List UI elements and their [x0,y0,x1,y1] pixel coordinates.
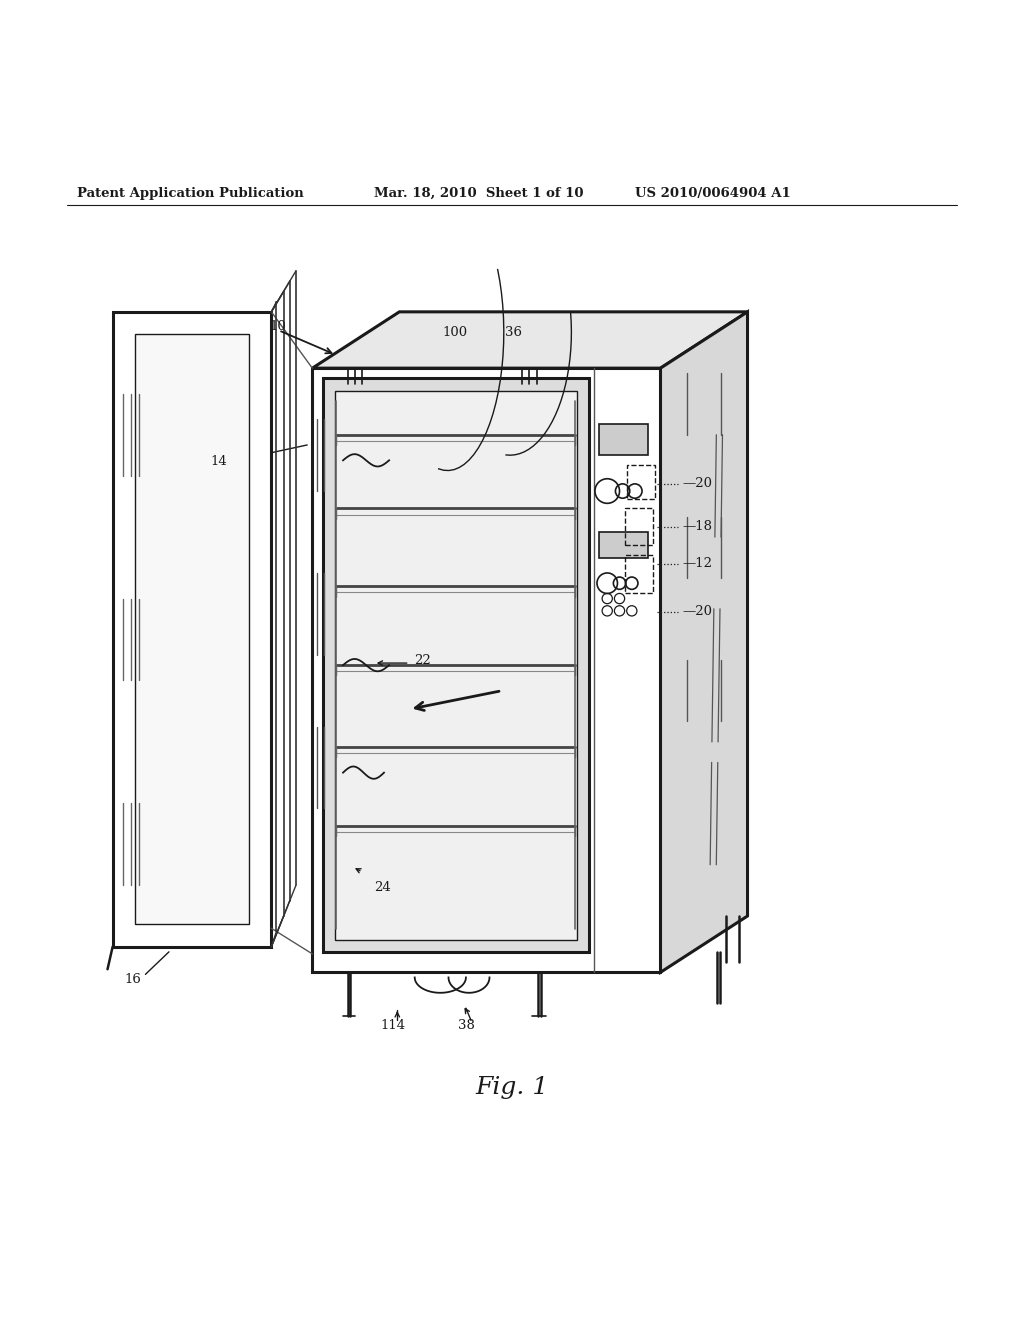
Text: Patent Application Publication: Patent Application Publication [77,186,303,199]
Text: Fig. 1: Fig. 1 [475,1076,549,1098]
Text: 38: 38 [458,1019,474,1032]
Polygon shape [312,312,748,368]
Bar [625,508,653,545]
Text: 16: 16 [125,973,141,986]
Text: —20: —20 [682,606,712,618]
Polygon shape [113,312,271,946]
Bar [135,334,249,924]
Text: —20: —20 [682,478,712,490]
Text: —12: —12 [682,557,712,570]
Text: —18: —18 [682,520,712,533]
Bar [323,379,589,952]
Text: 24: 24 [374,880,390,894]
Polygon shape [312,368,660,973]
Text: 14: 14 [211,455,227,467]
Text: 36: 36 [505,326,522,339]
Polygon shape [660,312,748,973]
Text: 10: 10 [269,319,286,333]
Bar [335,391,577,940]
Text: 22: 22 [414,653,430,667]
Text: Mar. 18, 2010  Sheet 1 of 10: Mar. 18, 2010 Sheet 1 of 10 [374,186,584,199]
Text: 100: 100 [442,326,468,339]
Bar [627,466,655,499]
Text: US 2010/0064904 A1: US 2010/0064904 A1 [635,186,791,199]
Text: 114: 114 [381,1019,407,1032]
Bar [599,425,648,455]
Bar [625,554,653,594]
Bar [599,532,648,557]
